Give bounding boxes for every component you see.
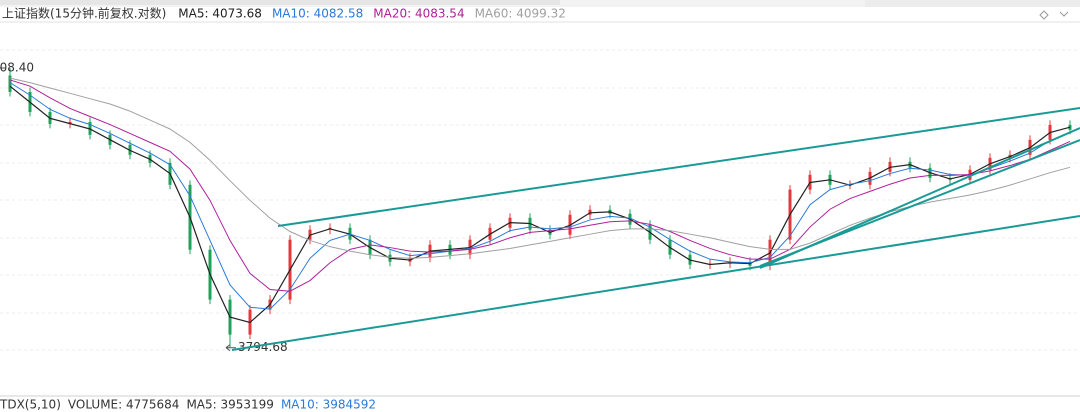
high-label: 4108.40 — [0, 61, 34, 75]
trend-lines — [231, 107, 1080, 351]
chart-title: 上证指数(15分钟.前复权.对数) — [2, 6, 166, 21]
ma-line — [9, 77, 1071, 259]
legend-entry: MA20: 4083.54 — [373, 7, 464, 21]
volume-header-item: VOLUME: 4775684 — [68, 398, 180, 412]
legend-entry: MA5: 4073.68 — [178, 7, 262, 21]
legend-entry: MA60: 4099.32 — [475, 7, 566, 21]
candle-body — [68, 121, 72, 124]
header-icons[interactable] — [1039, 10, 1069, 20]
volume-header-item: MA5: 3953199 — [186, 398, 274, 412]
ma-line — [9, 79, 1071, 292]
volume-header-item: MA10: 3984592 — [281, 398, 376, 412]
low-arrow — [225, 344, 236, 352]
grid — [0, 49, 1080, 351]
legend: MA5: 4073.68 MA10: 4082.58 MA20: 4083.54 MA… — [178, 7, 566, 21]
toolbar-strip — [0, 0, 1080, 7]
volume-header-item: TDX(5,10) — [0, 398, 61, 412]
ma-line — [9, 82, 1071, 310]
volume-header: TDX(5,10) VOLUME: 4775684 MA5: 3953199 MA10… — [0, 398, 376, 412]
ma-line — [9, 85, 1071, 324]
legend-entry: MA10: 4082.58 — [272, 7, 363, 21]
candle-body — [8, 75, 12, 92]
